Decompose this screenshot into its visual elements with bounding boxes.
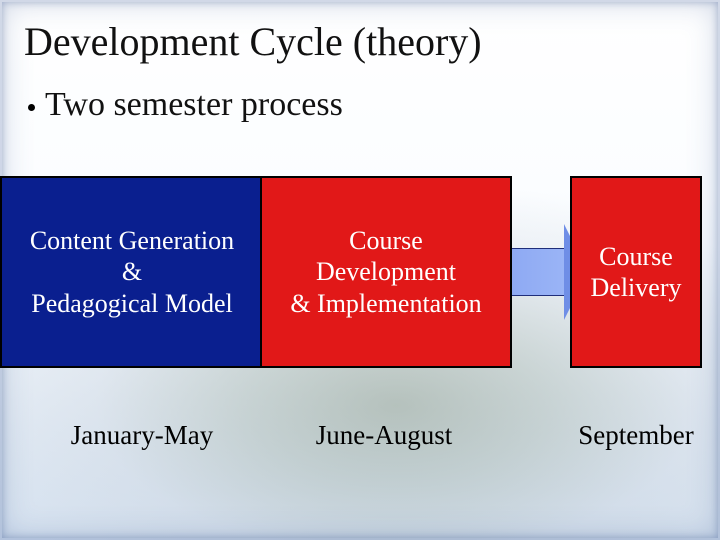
stage-box-course-delivery: Course Delivery <box>570 176 702 368</box>
process-diagram: Content Generation & Pedagogical Model C… <box>0 176 720 376</box>
stage-line: & Implementation <box>290 288 481 319</box>
bullet-row: Two semester process <box>28 86 343 124</box>
timeline-label-jan-may: January-May <box>42 420 242 451</box>
stage-line: Content Generation <box>30 225 234 256</box>
bullet-text: Two semester process <box>45 86 343 124</box>
stage-label: Course Delivery <box>591 241 682 303</box>
page-title: Development Cycle (theory) <box>24 18 482 65</box>
stage-label: Content Generation & Pedagogical Model <box>30 225 234 319</box>
stage-line: & <box>30 256 234 287</box>
timeline-label-jun-aug: June-August <box>284 420 484 451</box>
bullet-dot-icon <box>28 104 35 111</box>
stage-line: Course <box>591 241 682 272</box>
stage-box-content-generation: Content Generation & Pedagogical Model <box>0 176 264 368</box>
timeline-label-september: September <box>562 420 710 451</box>
stage-line: Course <box>290 225 481 256</box>
stage-line: Pedagogical Model <box>30 288 234 319</box>
stage-label: Course Development & Implementation <box>290 225 481 319</box>
stage-box-course-development: Course Development & Implementation <box>260 176 512 368</box>
stage-line: Development <box>290 256 481 287</box>
stage-line: Delivery <box>591 272 682 303</box>
slide: Development Cycle (theory) Two semester … <box>0 0 720 540</box>
